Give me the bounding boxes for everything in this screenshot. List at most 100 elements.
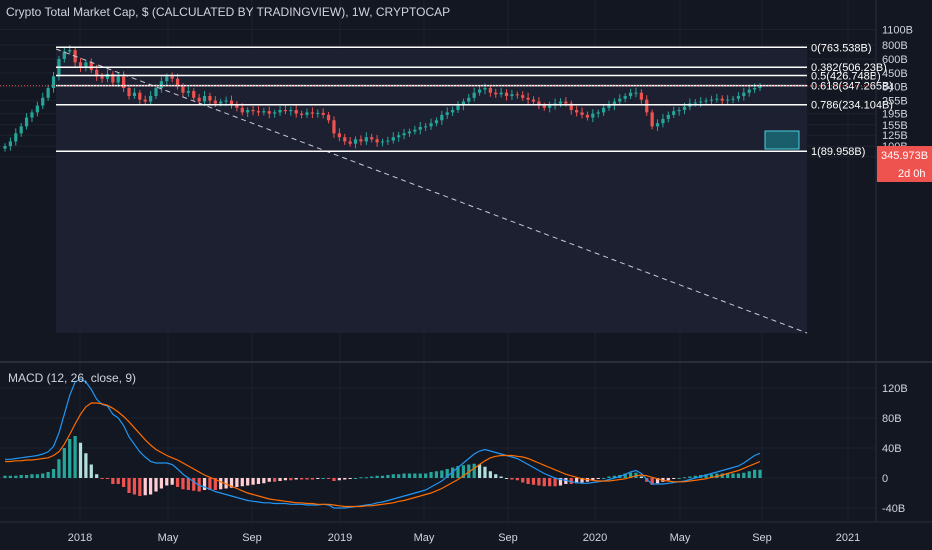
candle <box>709 99 714 101</box>
macd-histogram-bar <box>553 478 557 487</box>
candle <box>418 127 422 130</box>
macd-histogram-bar <box>666 478 670 481</box>
candle <box>450 110 455 113</box>
macd-axis[interactable]: 120B 80B 40B 0 -40B <box>882 383 908 515</box>
candle <box>283 110 288 112</box>
candle <box>343 137 347 142</box>
macd-histogram-bar <box>186 478 190 490</box>
candle <box>720 98 724 101</box>
candle <box>235 104 239 108</box>
macd-histogram-bar <box>262 478 266 484</box>
macd-histogram-bar <box>521 478 525 483</box>
candle <box>607 105 611 108</box>
candle <box>273 112 277 114</box>
macd-histogram-bar <box>742 472 746 478</box>
macd-histogram-bar <box>251 478 255 485</box>
macd-tick-label: 0 <box>882 473 888 485</box>
macd-histogram-bar <box>326 478 331 479</box>
candle <box>413 129 417 132</box>
macd-histogram-bar <box>267 478 271 482</box>
price-tick-label: 155B <box>882 120 908 132</box>
candle <box>165 76 169 82</box>
fib-level-label: 0(763.538B) <box>811 42 872 54</box>
macd-histogram-bar <box>704 474 708 478</box>
time-tick-label: 2020 <box>583 532 607 544</box>
macd-histogram-bar <box>273 478 277 482</box>
macd-histogram-bar <box>709 474 714 478</box>
macd-histogram-bar <box>537 478 541 486</box>
candle <box>752 88 757 90</box>
fibonacci-retracement[interactable]: 0(763.538B)0.382(506.23B)0.5(426.748B)0.… <box>56 42 893 158</box>
candle <box>391 137 395 141</box>
macd-histogram-bar <box>343 478 347 480</box>
macd-histogram-bar <box>116 478 120 484</box>
macd-histogram-bar <box>688 476 692 478</box>
candle <box>402 133 406 136</box>
macd-histogram-bar <box>224 478 228 489</box>
last-price-badge-bg <box>877 146 932 182</box>
macd-histogram-bar <box>240 478 244 487</box>
macd-histogram-bar <box>89 464 93 478</box>
macd-histogram-bar <box>456 466 460 478</box>
candle <box>515 94 519 96</box>
candle <box>100 76 104 79</box>
macd-histogram-bar <box>138 478 142 496</box>
candle <box>488 88 492 93</box>
macd-histogram-bar <box>445 469 449 478</box>
candle <box>386 140 390 142</box>
price-tick-label: 125B <box>882 130 908 142</box>
macd-histogram-bar <box>208 478 212 490</box>
candle <box>715 98 719 100</box>
candle <box>429 123 433 127</box>
chart-title: Crypto Total Market Cap, $ (CALCULATED B… <box>6 5 450 19</box>
candle <box>116 76 120 83</box>
candle <box>564 101 568 104</box>
macd-histogram-bar <box>213 478 217 490</box>
macd-histogram-bar <box>359 477 363 479</box>
candle <box>154 88 158 97</box>
candle <box>510 94 514 97</box>
macd-histogram-bar <box>380 475 385 478</box>
candle <box>424 126 428 128</box>
candle <box>645 99 649 113</box>
candle <box>364 137 368 142</box>
candle <box>3 146 7 149</box>
macd-histogram-bar <box>353 478 358 479</box>
candle <box>758 85 762 89</box>
candle <box>407 131 412 134</box>
candle <box>467 97 471 102</box>
candle <box>499 92 503 95</box>
rectangle-drawing[interactable] <box>764 130 800 150</box>
candle <box>132 92 137 97</box>
macd-histogram-bar <box>639 476 643 478</box>
macd-histogram-bar <box>612 475 617 478</box>
macd-histogram-bar <box>386 475 390 478</box>
macd-histogram-bar <box>19 475 23 478</box>
macd-histogram-bar <box>305 478 309 480</box>
candle <box>68 50 72 52</box>
macd-histogram-bar <box>84 453 88 478</box>
candle <box>51 76 56 89</box>
macd-histogram-bar <box>8 475 13 478</box>
macd-histogram-bar <box>596 478 600 479</box>
macd-histogram-bar <box>720 473 724 478</box>
candle <box>359 139 363 142</box>
macd-histogram-bar <box>170 478 174 485</box>
candle <box>316 112 320 114</box>
candle <box>655 123 660 127</box>
macd-histogram-bar <box>542 478 546 487</box>
candle <box>122 76 126 89</box>
time-axis[interactable]: 2018 May Sep 2019 May Sep 2020 May Sep 2021 <box>68 532 860 544</box>
macd-histogram-bar <box>623 473 627 478</box>
candle <box>580 112 584 115</box>
macd-histogram-bar <box>68 439 72 478</box>
candle <box>105 74 110 79</box>
macd-histogram-bar <box>283 478 288 481</box>
trendline[interactable] <box>55 48 808 334</box>
macd-line <box>5 378 761 509</box>
time-tick-label: May <box>158 532 179 544</box>
candle <box>289 110 293 112</box>
price-tick-label: 800B <box>882 40 908 52</box>
time-tick-label: May <box>670 532 691 544</box>
candle <box>612 101 617 106</box>
